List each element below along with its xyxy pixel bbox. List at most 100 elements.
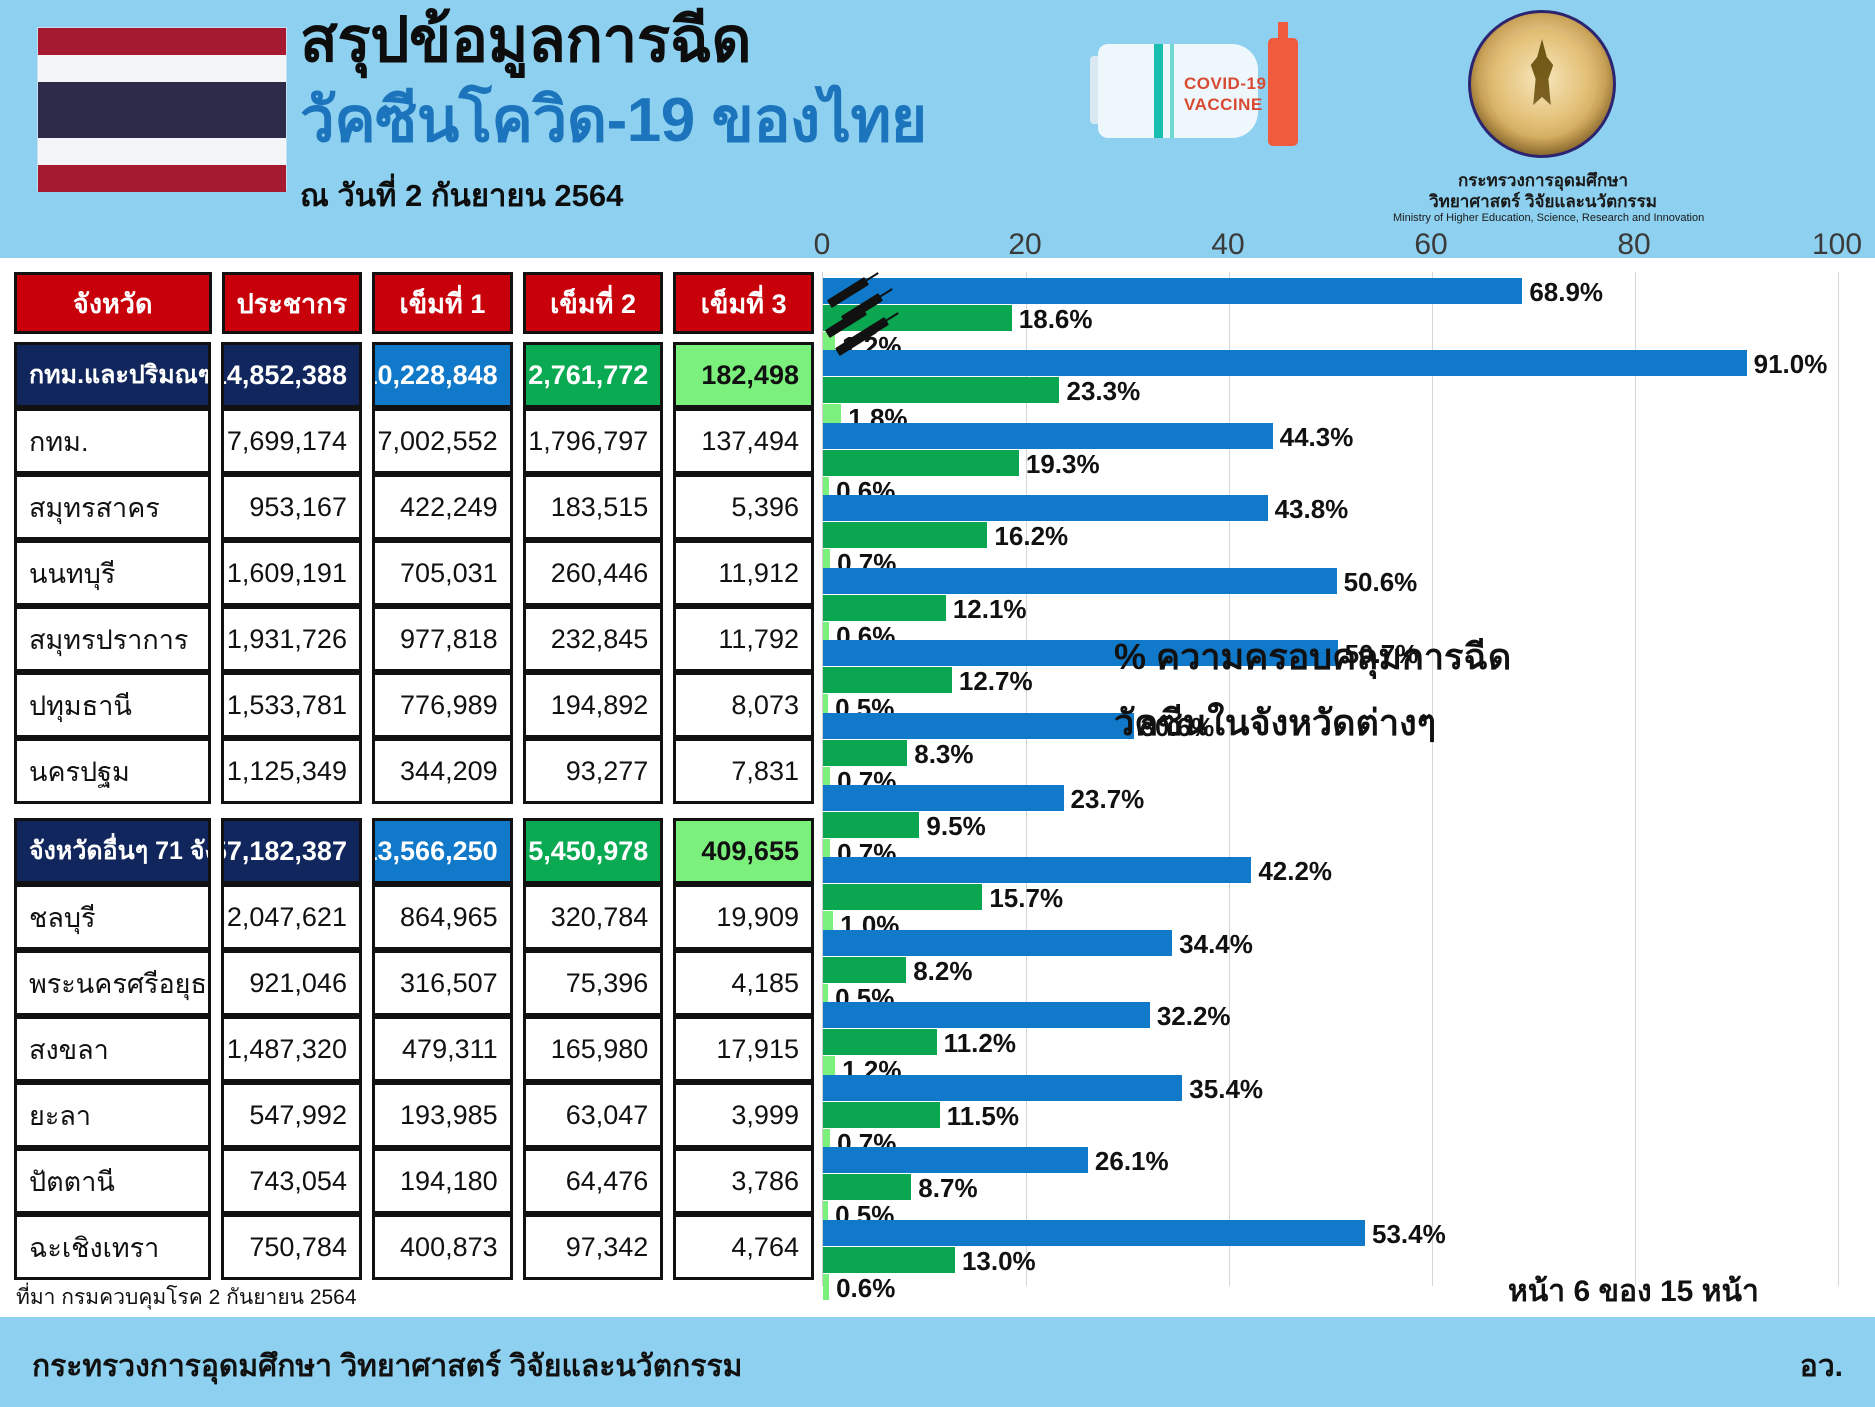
cell-dose3: 4,764: [673, 1214, 814, 1280]
bar-value-label: 30.6%: [1140, 711, 1215, 742]
table-row: สงขลา 1,487,320 479,311 165,980 17,915: [14, 1016, 814, 1082]
bar-group: 50.6% 12.1% 0.6%: [823, 566, 1837, 651]
footer-abbrev-label: อว.: [1799, 1350, 1843, 1383]
bar-value-label: 42.2%: [1258, 856, 1333, 887]
cell-dose1: 705,031: [371, 540, 513, 606]
bar-value-label: 11.5%: [946, 1100, 1020, 1131]
bar-value-label: 91.0%: [1753, 349, 1828, 380]
bar-2: [823, 884, 983, 911]
bar-value-label: 12.1%: [952, 593, 1027, 624]
page-header: สรุปข้อมูลการฉีด วัคซีนโควิด-19 ของไทย ณ…: [0, 0, 1875, 258]
cell-dose1: 400,873: [371, 1214, 513, 1280]
table-row: ปัตตานี 743,054 194,180 64,476 3,786: [14, 1148, 814, 1214]
cell-dose3: 11,912: [673, 540, 814, 606]
syringe-cluster-icon: [824, 277, 909, 356]
cell-population: 1,533,781: [221, 672, 362, 738]
cell-dose1: 13,566,250: [371, 818, 513, 884]
cell-dose2: 75,396: [522, 950, 664, 1016]
bar-value-label: 15.7%: [989, 883, 1064, 914]
cell-dose3: 3,999: [673, 1082, 814, 1148]
bar-value-label: 44.3%: [1279, 421, 1354, 452]
column-header-4: เข็มที่ 2: [522, 272, 664, 334]
cell-dose1: 344,209: [371, 738, 513, 804]
cell-population: 750,784: [221, 1214, 362, 1280]
cell-dose2: 5,450,978: [522, 818, 664, 884]
bar-value-label: 11.2%: [943, 1028, 1016, 1059]
cell-dose3: 5,396: [673, 474, 814, 540]
bar-1: [823, 350, 1747, 377]
bar-1: [823, 567, 1337, 594]
cell-dose2: 165,980: [522, 1016, 664, 1082]
cell-dose2: 260,446: [522, 540, 664, 606]
bar-value-label: 9.5%: [926, 811, 986, 841]
bar-3: [823, 621, 830, 648]
table-row: ชลบุรี 2,047,621 864,965 320,784 19,909: [14, 884, 814, 950]
cell-province: ยะลา: [14, 1082, 212, 1148]
cell-province: กทม.: [14, 408, 212, 474]
source-note: ที่มา กรมควบคุมโรค 2 กันยายน 2564: [16, 1286, 357, 1309]
bar-3: [823, 1273, 830, 1300]
bar-2: [823, 1029, 937, 1056]
bar-3: [823, 911, 834, 938]
x-axis-tick: 100: [1811, 228, 1863, 261]
bar-2: [823, 739, 908, 766]
cell-dose2: 63,047: [522, 1082, 664, 1148]
bar-group: 26.1% 8.7% 0.5%: [823, 1146, 1837, 1230]
vaccine-label-line1: COVID-19: [1184, 74, 1267, 93]
bar-value-label: 35.4%: [1189, 1073, 1264, 1104]
table-row: ยะลา 547,992 193,985 63,047 3,999: [14, 1082, 814, 1148]
footer-ministry-label: กระทรวงการอุดมศึกษา วิทยาศาสตร์ วิจัยและ…: [32, 1350, 743, 1383]
cell-dose2: 194,892: [522, 672, 664, 738]
cell-province: ชลบุรี: [14, 884, 212, 950]
x-axis-tick: 20: [1008, 228, 1042, 261]
bar-value-label: 16.2%: [994, 521, 1069, 552]
cell-dose3: 3,786: [673, 1148, 814, 1214]
bar-3: [823, 983, 829, 1010]
cell-dose2: 93,277: [522, 738, 664, 804]
page-title-line2: วัคซีนโควิด-19 ของไทย: [300, 86, 927, 155]
bar-1: [823, 422, 1273, 449]
table-summary-row: จังหวัดอื่นๆ 71 จังหวัด57,182,38713,566,…: [14, 818, 814, 884]
cell-dose1: 10,228,848: [371, 342, 513, 408]
cell-dose3: 17,915: [673, 1016, 814, 1082]
table-row: กทม. 7,699,174 7,002,552 1,796,797 137,494: [14, 408, 814, 474]
bar-2: [823, 377, 1060, 404]
table-header-row: จังหวัด ประชากร เข็มที่ 1 เข็มที่ 2 เข็มที่ …: [14, 272, 814, 334]
cell-province: ปัตตานี: [14, 1148, 212, 1214]
cell-dose1: 7,002,552: [371, 408, 513, 474]
cell-dose1: 194,180: [371, 1148, 513, 1214]
chart-annotation-line1: % ความครอบคลุมการฉีด: [1114, 636, 1512, 677]
bar-3: [823, 1128, 831, 1155]
syringe-icon: [1268, 22, 1298, 146]
thai-flag-icon: [37, 27, 287, 192]
cell-dose2: 2,761,772: [522, 342, 664, 408]
cell-dose2: 183,515: [522, 474, 664, 540]
cell-population: 14,852,388: [221, 342, 362, 408]
bar-2: [823, 956, 907, 983]
bar-3: [823, 839, 831, 865]
bar-group: 53.4% 13.0% 0.6%: [823, 1219, 1837, 1303]
bar-value-label: 50.6%: [1343, 566, 1418, 597]
bar-3: [823, 766, 831, 793]
bar-2: [823, 1246, 955, 1273]
bar-1: [823, 1074, 1183, 1101]
table-row: สมุทรปราการ 1,931,726 977,818 232,845 11,792: [14, 606, 814, 672]
cell-dose1: 864,965: [371, 884, 513, 950]
report-date: ณ วันที่ 2 กันยายน 2564: [300, 178, 624, 213]
cell-dose1: 776,989: [371, 672, 513, 738]
bar-1: [823, 929, 1173, 956]
vaccination-table: จังหวัด ประชากร เข็มที่ 1 เข็มที่ 2 เข็มที่ …: [14, 272, 814, 1280]
bar-2: [823, 449, 1019, 476]
cell-population: 1,931,726: [221, 606, 362, 672]
cell-dose2: 232,845: [522, 606, 664, 672]
bar-value-label: 12.7%: [958, 666, 1033, 697]
cell-dose1: 422,249: [371, 474, 513, 540]
cell-province: ฉะเชิงเทรา: [14, 1214, 212, 1280]
bar-value-label: 26.1%: [1094, 1146, 1169, 1177]
bar-group: 42.2% 15.7% 1.0%: [823, 856, 1837, 940]
bar-2: [823, 1174, 912, 1201]
ministry-name-th-line1: กระทรวงการอุดมศึกษา: [1458, 171, 1628, 190]
bar-value-label: 23.7%: [1070, 784, 1145, 814]
cell-dose2: 64,476: [522, 1148, 664, 1214]
